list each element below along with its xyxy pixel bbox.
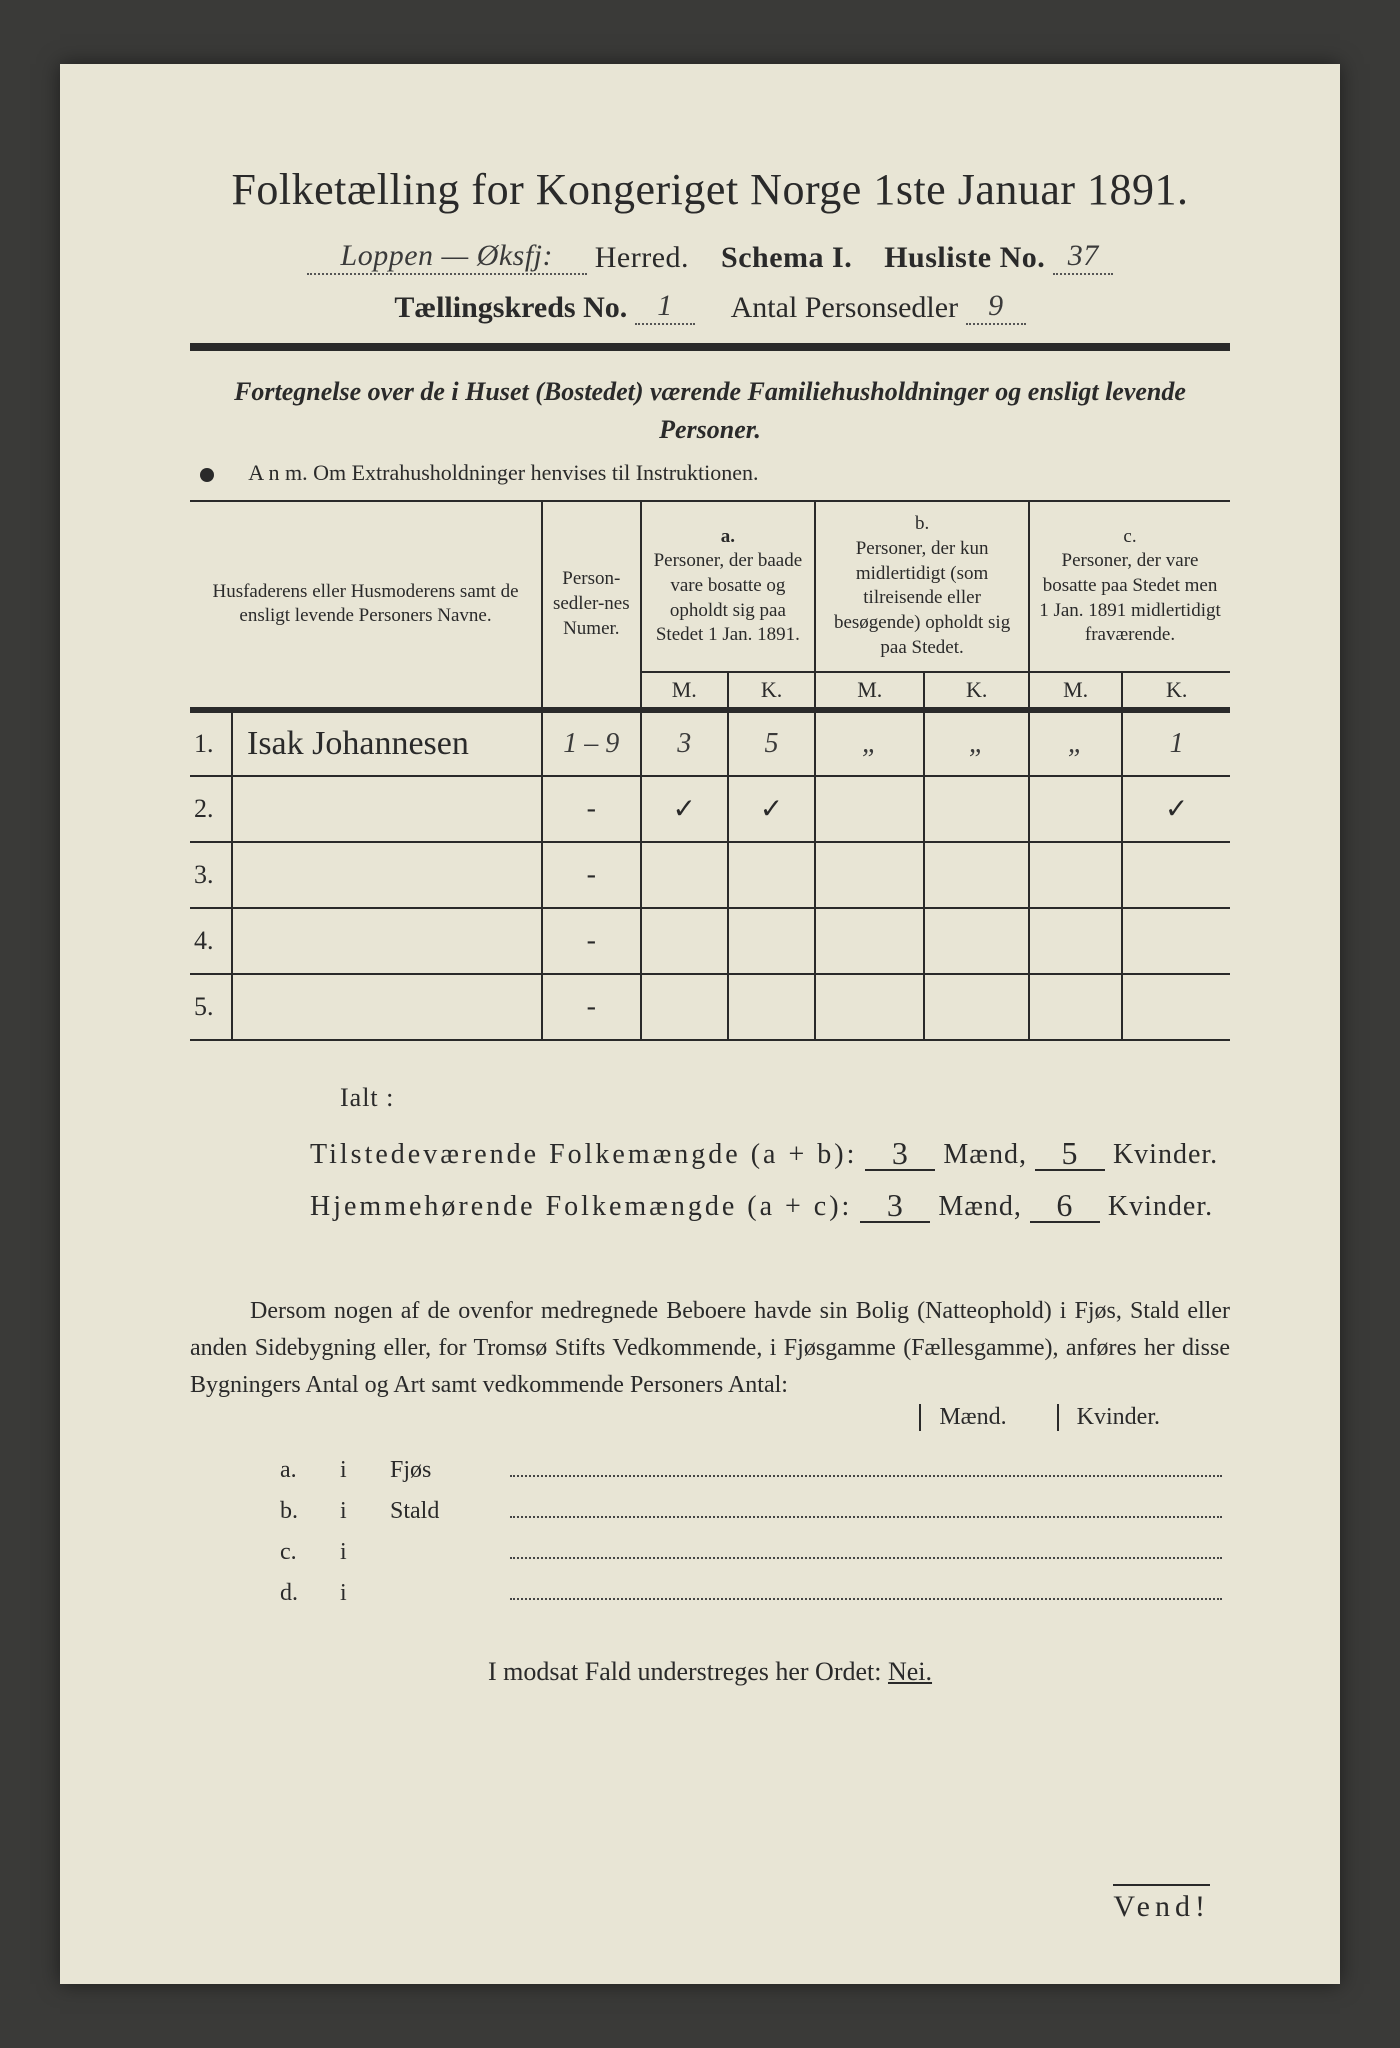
annotation-text: A n m. Om Extrahusholdninger henvises ti…: [248, 460, 758, 485]
col-c-k: K.: [1122, 672, 1230, 710]
paragraph: Dersom nogen af de ovenfor medregnede Be…: [190, 1293, 1230, 1405]
building-list: a. i Fjøs b. i Stald c. i d. i: [190, 1457, 1230, 1607]
col-c: c.Personer, der vare bosatte paa Stedet …: [1029, 501, 1230, 671]
line1-maend: 3: [865, 1137, 935, 1171]
mk-header: Mænd. Kvinder.: [190, 1404, 1230, 1431]
cell-bK: „: [924, 710, 1029, 776]
kreds-label: Tællingskreds No.: [394, 291, 627, 324]
table-row: 1. Isak Johannesen 1 – 9 3 5 „ „ „ 1: [190, 710, 1230, 776]
antal-value: 9: [966, 289, 1026, 325]
cell-cK: 1: [1122, 710, 1230, 776]
col-husfader: Husfaderens eller Husmoderens samt de en…: [190, 501, 542, 709]
vend-label: Vend!: [1113, 1884, 1210, 1924]
table-row: 5. -: [190, 974, 1230, 1040]
kvinder-label: Kvinder.: [1057, 1404, 1170, 1431]
nei-line: I modsat Fald understreges her Ordet: Ne…: [190, 1657, 1230, 1687]
nei-word: Nei.: [888, 1657, 932, 1686]
husliste-no: 37: [1053, 239, 1113, 275]
header-line-1: Loppen — Øksfj: Herred. Schema I. Huslis…: [190, 239, 1230, 275]
list-item: d. i: [280, 1580, 1230, 1607]
cell-aM: 3: [641, 710, 728, 776]
cell-aK: 5: [728, 710, 815, 776]
row-num: 1.: [190, 710, 232, 776]
dotted-line: [510, 1473, 1222, 1477]
col-b: b.Personer, der kun midlertidigt (som ti…: [815, 501, 1029, 671]
line1-kvinder: 5: [1035, 1137, 1105, 1171]
ialt-label: Ialt :: [310, 1083, 1230, 1113]
maend-label: Mænd.: [919, 1404, 1016, 1431]
annotation-line: A n m. Om Extrahusholdninger henvises ti…: [190, 460, 1230, 486]
totals-line-1: Tilstedeværende Folkemængde (a + b): 3 M…: [310, 1137, 1230, 1171]
totals-line-2: Hjemmehørende Folkemængde (a + c): 3 Mæn…: [310, 1189, 1230, 1223]
row-name: Isak Johannesen: [232, 710, 542, 776]
cell-bM: „: [815, 710, 924, 776]
table-row: 4. -: [190, 908, 1230, 974]
cell-cM: „: [1029, 710, 1122, 776]
totals-block: Ialt : Tilstedeværende Folkemængde (a + …: [190, 1083, 1230, 1223]
col-a: a.Personer, der baade vare bosatte og op…: [641, 501, 816, 671]
table-row: 2. - ✓ ✓ ✓: [190, 776, 1230, 842]
row-numer: 1 – 9: [542, 710, 641, 776]
subtitle: Fortegnelse over de i Huset (Bostedet) v…: [190, 373, 1230, 448]
col-numer: Person-sedler-nes Numer.: [542, 501, 641, 709]
kreds-no: 1: [635, 289, 695, 325]
header-line-2: Tællingskreds No. 1 Antal Personsedler 9: [190, 289, 1230, 325]
col-a-m: M.: [641, 672, 728, 710]
divider-top: [190, 343, 1230, 351]
col-c-m: M.: [1029, 672, 1122, 710]
census-form-page: Folketælling for Kongeriget Norge 1ste J…: [60, 64, 1340, 1984]
page-title: Folketælling for Kongeriget Norge 1ste J…: [190, 164, 1230, 215]
col-a-k: K.: [728, 672, 815, 710]
list-item: a. i Fjøs: [280, 1457, 1230, 1484]
table-row: 3. -: [190, 842, 1230, 908]
husliste-label: Husliste No.: [884, 241, 1045, 274]
col-b-k: K.: [924, 672, 1029, 710]
antal-label: Antal Personsedler: [731, 291, 958, 324]
household-table: Husfaderens eller Husmoderens samt de en…: [190, 500, 1230, 1040]
list-item: c. i: [280, 1539, 1230, 1566]
herred-handwritten: Loppen — Øksfj:: [307, 239, 587, 275]
list-item: b. i Stald: [280, 1498, 1230, 1525]
col-b-m: M.: [815, 672, 924, 710]
schema-label: Schema I.: [721, 241, 852, 274]
bullet-icon: [200, 468, 214, 482]
line2-maend: 3: [860, 1189, 930, 1223]
herred-label: Herred.: [595, 241, 689, 274]
line2-kvinder: 6: [1030, 1189, 1100, 1223]
table-body: 1. Isak Johannesen 1 – 9 3 5 „ „ „ 1 2. …: [190, 710, 1230, 1040]
